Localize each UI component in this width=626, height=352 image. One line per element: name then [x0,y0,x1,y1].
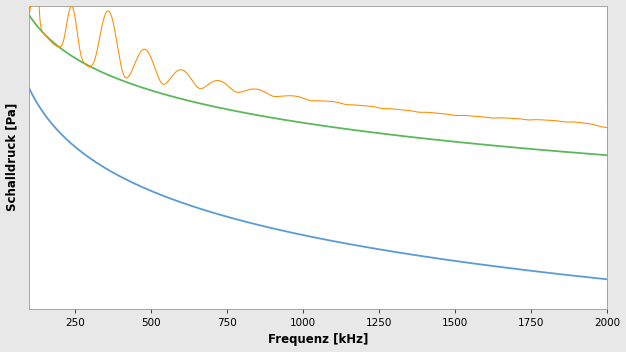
X-axis label: Frequenz [kHz]: Frequenz [kHz] [268,333,368,346]
Y-axis label: Schalldruck [Pa]: Schalldruck [Pa] [6,103,19,211]
